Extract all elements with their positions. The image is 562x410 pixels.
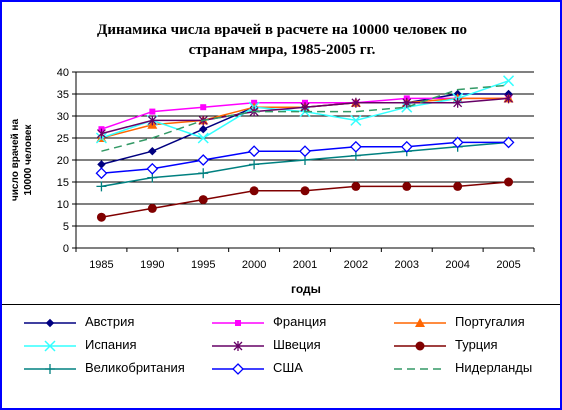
legend-label: Швеция <box>273 337 321 352</box>
data-point <box>300 186 310 196</box>
legend-label: Нидерланды <box>455 360 533 375</box>
legend-swatch <box>212 341 264 351</box>
x-tick-label: 2005 <box>496 259 520 271</box>
y-tick-label: 35 <box>57 89 69 101</box>
y-tick-label: 10 <box>57 199 69 211</box>
y-tick-label: 15 <box>57 177 69 189</box>
y-axis-label-line2: 10000 человек <box>23 124 34 196</box>
data-point <box>45 318 55 328</box>
x-tick-label: 2001 <box>293 259 317 271</box>
legend-label: Великобритания <box>85 360 185 375</box>
data-point <box>415 341 425 351</box>
data-point <box>249 186 259 196</box>
data-point <box>453 181 463 191</box>
y-axis-label-line1: число врачей на <box>10 119 21 202</box>
data-point <box>45 364 55 374</box>
data-point <box>402 181 412 191</box>
data-point <box>349 140 362 153</box>
data-point <box>96 128 106 139</box>
data-point <box>197 132 209 144</box>
data-point <box>504 93 514 104</box>
line-chart: число врачей на 10000 человек годы 0 5 10 1… <box>10 67 535 296</box>
x-tick-label: 2003 <box>395 259 419 271</box>
data-point <box>148 146 157 156</box>
data-point <box>350 114 362 126</box>
x-tick-label: 1990 <box>140 259 164 271</box>
chart-title-line2: странам мира, 1985-2005 гг. <box>188 42 376 58</box>
y-tick-label: 40 <box>57 67 69 79</box>
data-point <box>299 145 311 158</box>
x-tick-label: 2004 <box>445 259 469 271</box>
data-point <box>198 195 208 205</box>
x-tick-label: 2002 <box>344 259 368 271</box>
legend-swatch <box>212 363 264 375</box>
legend-swatch <box>24 364 76 374</box>
legend-label: Португалия <box>455 314 525 329</box>
series-Франция <box>98 95 512 133</box>
data-point <box>232 363 244 375</box>
y-tick-label: 0 <box>63 243 69 255</box>
data-point <box>233 341 243 351</box>
data-point <box>503 75 515 87</box>
data-point <box>502 136 515 149</box>
data-point <box>146 162 159 175</box>
data-point <box>351 97 361 108</box>
data-point <box>300 102 310 113</box>
chart-title: Динамика числа врачей в расчете на 10000… <box>42 20 522 60</box>
series-США <box>95 136 515 180</box>
data-point <box>402 97 412 108</box>
y-tick-label: 20 <box>57 155 69 167</box>
legend-label: Франция <box>273 314 327 329</box>
chart-title-line1: Динамика числа врачей в расчете на 10000… <box>97 22 467 38</box>
data-point <box>451 136 464 149</box>
chart-legend: Австрия Франция Португалия Испания Швеция Тур… <box>2 304 560 409</box>
x-tick-label: 1985 <box>89 259 113 271</box>
legend-swatch <box>394 368 446 370</box>
data-point <box>200 104 207 111</box>
y-tick-label: 5 <box>63 221 69 233</box>
data-point <box>415 318 425 327</box>
legend-label: Австрия <box>85 314 135 329</box>
data-point <box>351 181 361 191</box>
legend-swatch <box>24 340 76 352</box>
data-point <box>199 124 208 134</box>
series-Нидерланды <box>101 84 509 152</box>
y-tick-label: 25 <box>57 133 69 145</box>
data-point <box>235 320 241 326</box>
data-point <box>96 212 106 222</box>
legend-label: Испания <box>85 337 137 352</box>
data-point <box>96 181 107 192</box>
legend-label: Турция <box>455 337 498 352</box>
legend-swatch <box>24 318 76 328</box>
data-point <box>453 97 463 108</box>
data-point <box>147 115 157 126</box>
y-tick-label: 30 <box>57 111 69 123</box>
data-point <box>149 108 156 115</box>
legend-swatch <box>394 341 446 351</box>
data-point <box>197 154 210 166</box>
legend-swatch <box>394 318 446 327</box>
legend-label: США <box>273 360 303 375</box>
data-point <box>504 177 514 187</box>
data-point <box>248 145 261 158</box>
series-Турция <box>96 177 514 222</box>
data-point <box>95 167 108 180</box>
series-line <box>101 84 509 152</box>
data-point <box>249 159 260 170</box>
x-axis-label: годы <box>291 282 321 296</box>
x-tick-label: 1995 <box>191 259 215 271</box>
data-point <box>198 168 209 179</box>
legend-swatch <box>212 320 264 326</box>
x-tick-label: 2000 <box>242 259 266 271</box>
data-point <box>97 160 106 169</box>
data-point <box>147 203 157 213</box>
data-point <box>400 140 413 153</box>
data-point <box>44 340 56 352</box>
